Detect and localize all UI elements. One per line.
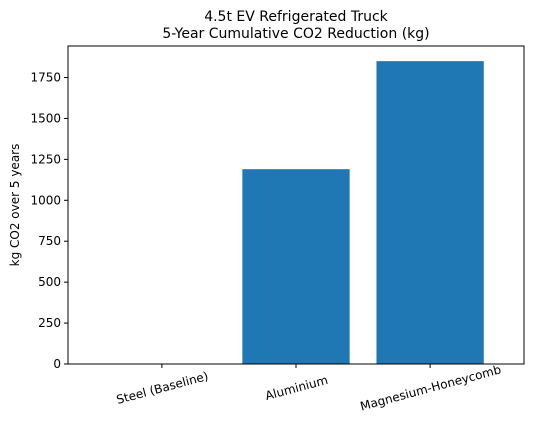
y-axis-label: kg CO2 over 5 years <box>8 144 22 267</box>
y-tick-label: 1750 <box>30 71 61 85</box>
y-tick-label: 1500 <box>30 111 61 125</box>
bar-aluminium <box>242 169 350 364</box>
y-tick-label: 1000 <box>30 193 61 207</box>
y-tick-label: 750 <box>38 234 61 248</box>
x-tick-label: Steel (Baseline) <box>115 369 210 407</box>
y-tick-label: 1250 <box>30 152 61 166</box>
x-tick-label: Aluminium <box>264 373 330 403</box>
y-tick-label: 250 <box>38 316 61 330</box>
plot-area: 0 250 500 750 1000 1250 1500 1750 Steel (Baselin… <box>30 45 525 413</box>
y-tick-label: 500 <box>38 275 61 289</box>
bar-magnesium-honeycomb <box>376 61 484 365</box>
y-tick-label: 0 <box>53 357 61 371</box>
chart-title-line-2: 5-Year Cumulative CO2 Reduction (kg) <box>162 26 429 42</box>
x-tick-label: Magnesium-Honeycomb <box>359 362 503 413</box>
chart-title-line-1: 4.5t EV Refrigerated Truck <box>204 9 388 25</box>
